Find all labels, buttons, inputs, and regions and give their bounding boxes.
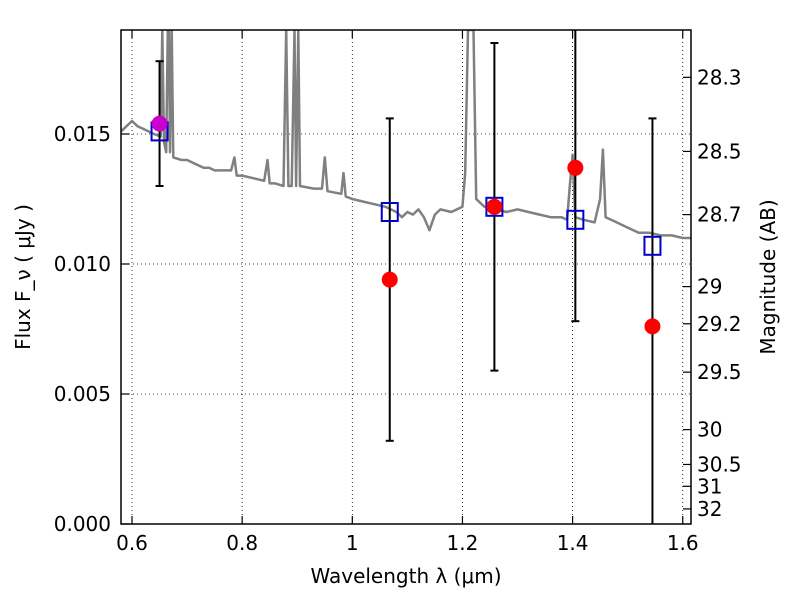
x-tick-label: 0.8: [226, 531, 258, 555]
y-tick-label: 0.005: [54, 382, 111, 406]
data-points-layer: [150, 115, 662, 335]
observed-flux-point: [567, 159, 584, 176]
magnitude-tick-label: 28.7: [697, 203, 742, 227]
optical-flux-point: [151, 115, 168, 132]
magnitude-tick-label: 30.5: [697, 452, 742, 476]
magnitude-tick-label: 32: [697, 497, 722, 521]
plot-frame: [120, 29, 692, 525]
observed-flux-point: [486, 198, 503, 215]
model-spectrum-line: [121, 30, 691, 240]
y-tick-label: 0.015: [54, 122, 111, 146]
magnitude-tick-label: 28.3: [697, 65, 742, 89]
magnitude-tick-label: 28.5: [697, 139, 742, 163]
magnitude-tick-label: 30: [697, 418, 722, 442]
magnitude-tick-label: 31: [697, 474, 722, 498]
axis-ticks: 0.6 0.8 1 1.2 1.4 1.6 0.000 0.005 0.010 0.015 28.3…: [54, 30, 742, 555]
model-photometry-square: [643, 235, 662, 256]
x-tick-label: 1.6: [667, 531, 699, 555]
model-photometry-square: [380, 202, 399, 222]
y-tick-label: 0.000: [54, 512, 111, 536]
x-tick-label: 1.4: [557, 531, 589, 555]
observed-flux-point: [644, 318, 661, 335]
x-axis-label: Wavelength λ (μm): [310, 564, 501, 588]
x-tick-label: 0.6: [116, 531, 148, 555]
plot-background: [121, 30, 691, 524]
right-axis-label: Magnitude (AB): [756, 199, 780, 354]
magnitude-tick-label: 29.2: [697, 312, 742, 336]
magnitude-tick-label: 29.5: [697, 360, 742, 384]
y-axis-label: Flux F_ν ( μJy ): [11, 204, 35, 350]
observed-flux-point: [381, 271, 398, 288]
model-spectrum-layer: [121, 30, 691, 240]
x-tick-label: 1: [346, 531, 359, 555]
magnitude-tick-label: 29: [697, 275, 722, 299]
y-tick-label: 0.010: [54, 252, 111, 276]
x-tick-label: 1.2: [447, 531, 479, 555]
model-photometry-square: [566, 209, 585, 230]
